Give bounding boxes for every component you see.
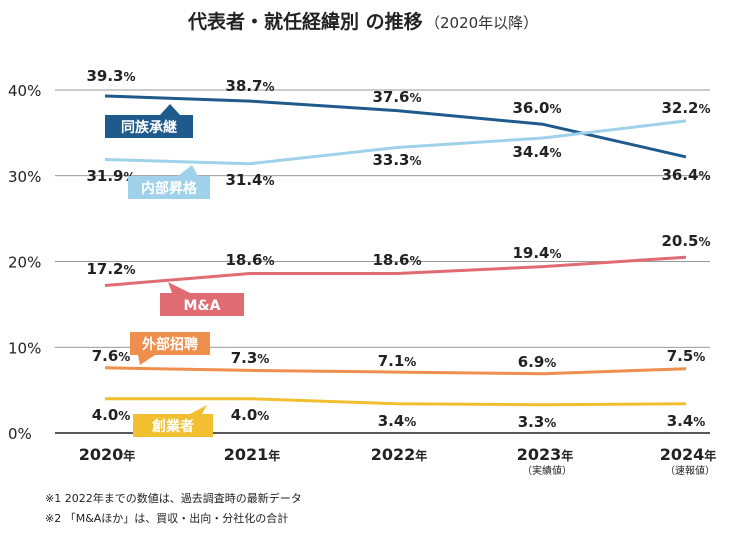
series-label-pointer	[168, 282, 190, 293]
series-label: 同族承継	[105, 104, 193, 138]
series-line	[104, 255, 687, 287]
series-label-text: 同族承継	[121, 119, 177, 136]
x-tick-note: （速報値）	[665, 464, 715, 477]
y-tick-label: 20%	[8, 254, 41, 272]
chart-title-sub: （2020年以降）	[425, 14, 538, 32]
series-label-text: 外部招聘	[142, 336, 198, 353]
series-line	[105, 397, 687, 407]
chart-title-main: 代表者・就任経緯別 の推移	[187, 10, 423, 33]
x-tick-label: 2021年	[224, 445, 281, 464]
series-label: 内部昇格	[128, 165, 210, 199]
series-line	[104, 94, 687, 159]
data-label: 19.4%	[512, 244, 561, 262]
data-label: 32.2%	[661, 99, 710, 117]
series-label-box	[105, 115, 193, 138]
x-tick-note: （実績値）	[522, 464, 572, 477]
data-label: 33.3%	[372, 151, 421, 169]
y-tick-label: 0%	[8, 425, 32, 443]
data-label: 31.4%	[225, 171, 274, 189]
series-label-box	[130, 332, 210, 355]
data-labels: 39.3%38.7%37.6%36.0%32.2%31.9%31.4%33.3%…	[86, 67, 710, 431]
data-label: 4.0%	[231, 406, 270, 424]
y-tick-label: 10%	[8, 339, 41, 357]
series-label-text: M&A	[184, 298, 221, 314]
y-tick-label: 30%	[8, 168, 41, 186]
data-label: 36.4%	[661, 166, 710, 184]
data-label: 6.9%	[518, 353, 557, 371]
data-label: 7.5%	[667, 347, 706, 365]
chart-title: 代表者・就任経緯別 の推移 （2020年以降）	[187, 10, 538, 33]
data-label: 7.6%	[92, 347, 131, 365]
data-label: 3.4%	[378, 412, 417, 430]
series-label-text: 内部昇格	[141, 180, 198, 197]
data-label: 34.4%	[512, 143, 561, 161]
series-label-text: 創業者	[151, 418, 194, 435]
series-label-pointer	[178, 165, 198, 176]
data-label: 38.7%	[225, 77, 274, 95]
x-tick-label: 2022年	[371, 445, 428, 464]
y-tick-label: 40%	[8, 82, 41, 100]
data-label: 20.5%	[661, 232, 710, 250]
series-label: 外部招聘	[130, 332, 210, 365]
data-label: 18.6%	[372, 251, 421, 269]
data-label: 37.6%	[372, 88, 421, 106]
data-label: 17.2%	[86, 260, 135, 278]
series-label-pointer	[190, 405, 207, 414]
data-label: 7.1%	[378, 352, 417, 370]
data-label: 4.0%	[92, 406, 131, 424]
series-label-box	[160, 293, 244, 316]
data-label: 3.3%	[518, 413, 557, 431]
data-label: 18.6%	[225, 251, 274, 269]
series-label: 創業者	[133, 405, 213, 437]
x-axis-ticks: 2020年 2021年 2022年 2023年（実績値） 2024年（速報値）	[79, 445, 717, 477]
series-label-pointer	[160, 104, 180, 115]
data-label: 7.3%	[231, 349, 270, 367]
x-tick-label: 2020年	[79, 445, 136, 464]
series-label-box	[133, 414, 213, 437]
x-tick-label: 2023年	[517, 445, 574, 464]
series-line	[104, 366, 687, 376]
data-label: 39.3%	[86, 67, 135, 85]
data-label: 36.0%	[512, 99, 561, 117]
footnote: ※2 「M&Aほか」は、買収・出向・分社化の合計	[45, 511, 288, 525]
data-label: 3.4%	[667, 412, 706, 430]
footnotes: ※1 2022年までの数値は、過去調査時の最新データ ※2 「M&Aほか」は、買収…	[45, 491, 302, 525]
footnote: ※1 2022年までの数値は、過去調査時の最新データ	[45, 491, 302, 505]
y-axis-ticks: 0% 10% 20% 30% 40%	[8, 82, 41, 443]
series-line	[104, 119, 687, 166]
series-lines	[104, 94, 687, 407]
series-label-box	[128, 176, 210, 199]
series-label: M&A	[160, 282, 244, 316]
x-tick-label: 2024年	[660, 445, 717, 464]
series-label-pointer	[138, 355, 155, 365]
